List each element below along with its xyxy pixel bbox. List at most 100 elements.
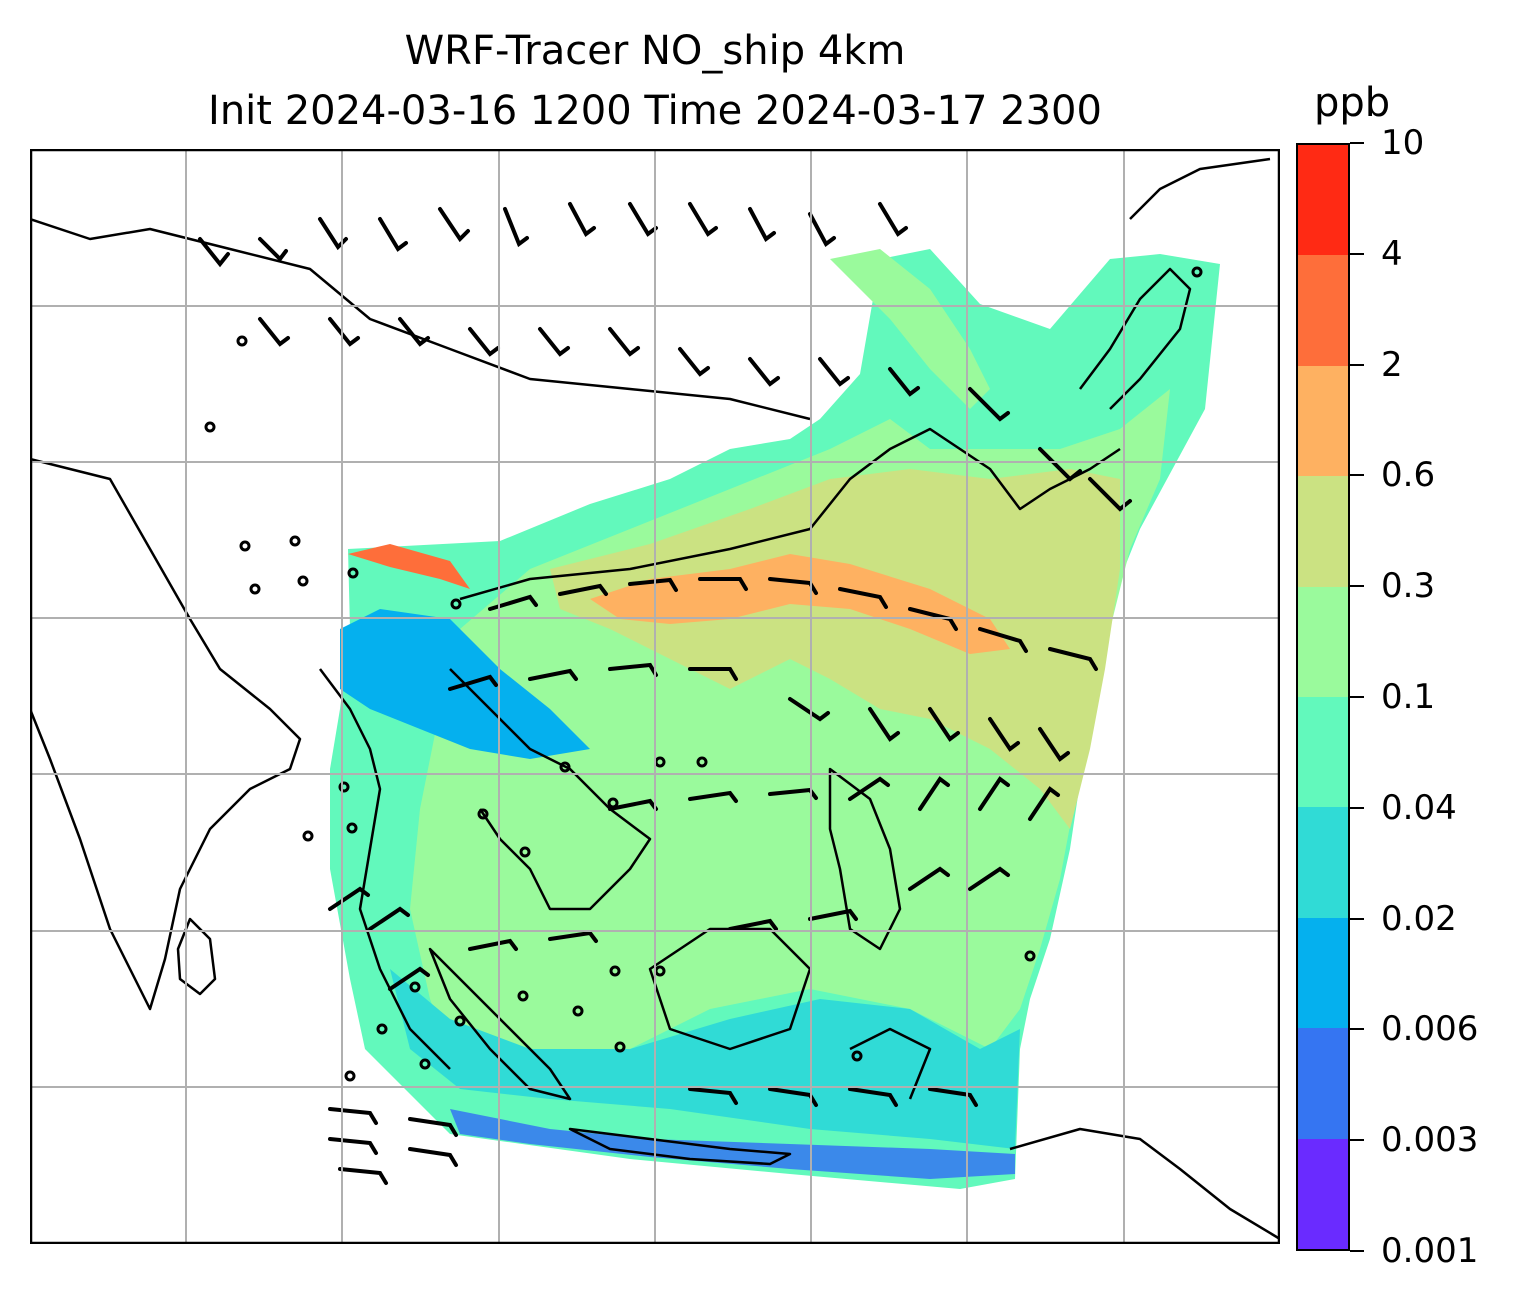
wind-barb — [1038, 447, 1082, 482]
wind-barb — [558, 583, 608, 596]
tracer-band-northeast — [830, 249, 990, 409]
map-title-line-1: WRF-Tracer NO_ship 4km — [404, 28, 906, 74]
colorbar-tick — [1350, 142, 1364, 144]
coastline-philippines — [828, 767, 902, 951]
colorbar-tick-label: 0.04 — [1381, 787, 1457, 828]
calm-circle — [249, 583, 261, 595]
calm-circle — [572, 1005, 584, 1017]
colorbar-tick-label: 10 — [1381, 123, 1425, 163]
colorbar-tick-label: 4 — [1381, 233, 1403, 274]
wind-barb — [328, 1107, 378, 1125]
coastline-borneo — [648, 927, 812, 1051]
calm-circle — [614, 1041, 626, 1053]
calm-circle — [289, 535, 301, 547]
calm-circle — [297, 575, 309, 587]
wind-barb — [848, 1087, 898, 1107]
colorbar-tick — [1350, 585, 1364, 588]
wind-barb — [448, 674, 498, 691]
colorbar-tick — [1350, 806, 1364, 809]
wind-barb — [258, 237, 288, 263]
wind-barb — [678, 347, 710, 377]
wind-barb — [258, 317, 290, 347]
calm-circle — [559, 761, 571, 773]
wind-barb — [968, 866, 1010, 891]
calm-circle — [1024, 950, 1036, 962]
map-panel — [30, 149, 1280, 1244]
coastline-indochina — [449, 668, 652, 911]
wind-barb — [408, 1147, 458, 1167]
wind-barb — [688, 790, 738, 803]
wind-barb — [398, 317, 430, 347]
wind-barb — [328, 886, 370, 911]
wind-barb — [908, 866, 950, 891]
colorbar-segment — [1298, 1138, 1348, 1250]
wind-barb — [538, 327, 570, 357]
wind-barb — [868, 707, 900, 742]
calm-circle — [409, 981, 421, 993]
calm-circle — [302, 830, 314, 842]
calm-circle — [346, 822, 358, 834]
tracer-edge-low — [450, 1109, 1015, 1179]
wind-barb — [818, 357, 850, 387]
tracer-low-south — [390, 969, 1020, 1149]
map-border — [30, 149, 1280, 1244]
wind-barb — [328, 1137, 378, 1155]
calm-circle — [347, 567, 359, 579]
wind-barb — [468, 327, 500, 357]
wind-barb — [808, 908, 858, 921]
calm-circle — [477, 808, 489, 820]
colorbar-tick — [1350, 1028, 1364, 1031]
wind-barb — [968, 387, 1010, 422]
colorbar-tick-label: 0.001 — [1381, 1231, 1479, 1271]
wind-barb — [503, 207, 529, 248]
coastline-korea-japan — [1079, 157, 1271, 410]
wind-barb — [328, 317, 360, 347]
wind-barb — [368, 906, 410, 931]
wind-barb — [608, 327, 640, 357]
calm-circle — [851, 1050, 863, 1062]
tracer-band-orange — [590, 554, 1010, 654]
colorbar-segment — [1298, 697, 1348, 808]
wind-barb — [728, 918, 778, 931]
colorbar-segment — [1298, 586, 1348, 698]
colorbar-tick-label: 0.3 — [1381, 566, 1436, 607]
colorbar-tick — [1350, 696, 1364, 698]
coastline-bay-east — [319, 668, 451, 1070]
wind-barb — [568, 202, 596, 237]
tracer-field — [330, 249, 1220, 1189]
coastline-china — [459, 427, 1121, 601]
wind-barb — [628, 577, 678, 592]
wind-barb — [928, 1087, 978, 1107]
tracer-plume-coast — [348, 544, 470, 589]
colorbar-tick-label: 0.006 — [1381, 1009, 1479, 1050]
coastline-sumatra — [428, 947, 572, 1101]
colorbar-segment — [1298, 807, 1348, 918]
map-gridlines — [30, 149, 1280, 1244]
calm-circle — [239, 540, 251, 552]
colorbar — [1296, 143, 1350, 1251]
wind-barbs — [198, 202, 1132, 1185]
colorbar-tick — [1350, 1250, 1364, 1252]
calm-circle — [344, 1070, 356, 1082]
wind-barb — [978, 776, 1010, 811]
wind-barb — [848, 776, 890, 801]
calm-circle — [519, 846, 531, 858]
wind-barb — [408, 1117, 458, 1137]
wind-barb — [978, 627, 1028, 653]
colorbar-segment — [1298, 476, 1348, 587]
wind-barb — [388, 966, 430, 991]
wind-barb — [1048, 647, 1098, 671]
wind-barb — [1028, 786, 1060, 821]
colorbar-tick — [1350, 1139, 1364, 1142]
coastline-northern-border — [30, 217, 811, 421]
wind-barb — [318, 217, 348, 251]
calm-circle — [609, 965, 621, 977]
calm-circle — [236, 335, 248, 347]
wind-barb — [748, 357, 780, 387]
wind-barb — [688, 202, 718, 237]
colorbar-tick — [1350, 917, 1364, 920]
wind-barb — [1038, 727, 1070, 762]
calm-circle — [696, 756, 708, 768]
wind-barb — [198, 237, 230, 268]
wind-barb — [688, 1087, 738, 1105]
